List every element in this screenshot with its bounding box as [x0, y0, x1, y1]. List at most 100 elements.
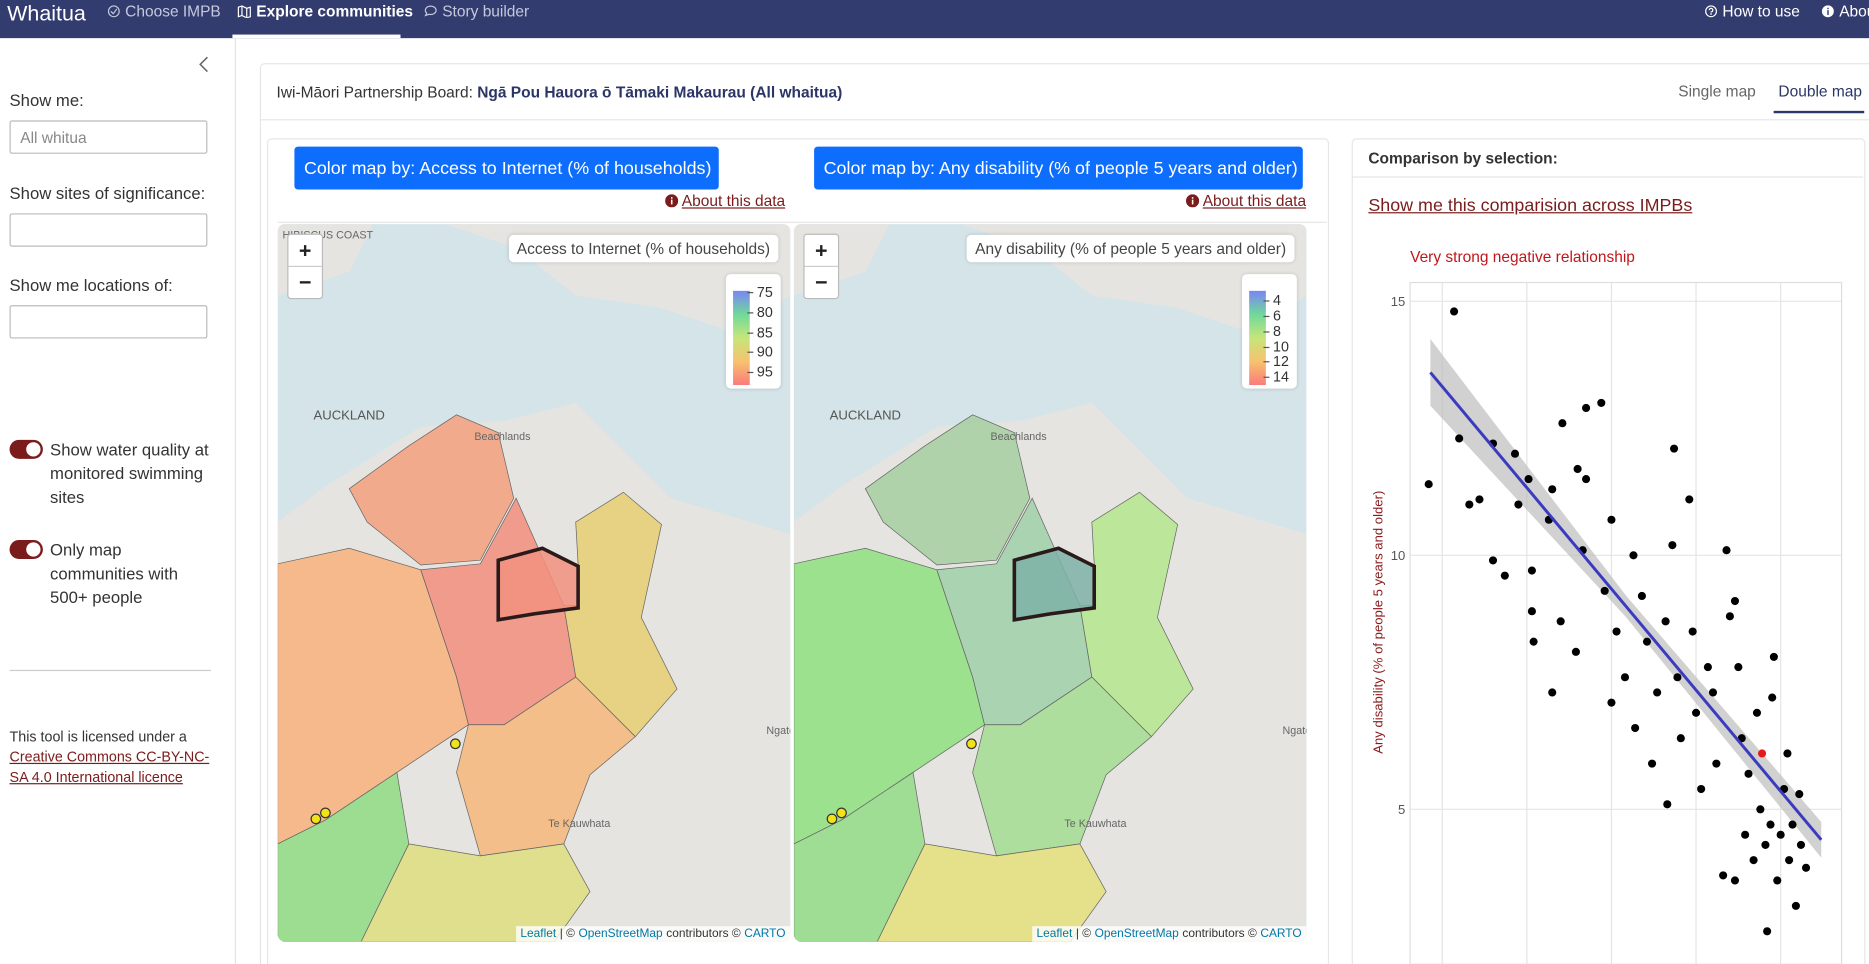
zoom-control: + − — [287, 233, 324, 300]
nav-link[interactable]: How to use — [1705, 2, 1800, 20]
data-point — [1670, 444, 1679, 453]
data-point — [1673, 673, 1682, 682]
place-label: Ngatea — [766, 724, 790, 737]
whaitua-select[interactable]: All whitua — [9, 120, 208, 154]
info-dot — [1191, 197, 1194, 199]
legend: 75 80 85 90 95 — [725, 274, 781, 389]
locations-select[interactable] — [9, 305, 208, 339]
legend-tick-label: 6 — [1273, 307, 1281, 325]
data-point — [1573, 464, 1582, 474]
map-variable-label: Access to Internet (% of households) — [508, 234, 779, 263]
divider — [9, 669, 211, 672]
region — [456, 676, 636, 857]
site-marker — [320, 807, 331, 819]
zoom-button[interactable]: − — [288, 265, 322, 298]
license-link[interactable]: Creative Commons CC-BY-NC-SA 4.0 Interna… — [9, 748, 210, 786]
data-point — [1548, 688, 1557, 697]
color-by-button[interactable]: Color map by: Any disability (% of peopl… — [814, 146, 1303, 190]
label: Show sites of significance: — [9, 183, 206, 203]
region — [360, 843, 591, 942]
y-axis-label: Any disability (% of people 5 years and … — [1371, 491, 1386, 754]
confidence-band — [1430, 339, 1822, 858]
toggle[interactable] — [9, 439, 43, 459]
legend-tick-mark — [1263, 331, 1270, 333]
data-point — [1795, 790, 1804, 799]
attribution-part[interactable]: Leaflet — [1036, 927, 1073, 941]
icon — [424, 5, 437, 17]
data-point — [1637, 591, 1646, 601]
place-label: Beachlands — [474, 430, 531, 443]
data-point — [1597, 398, 1606, 407]
icon — [1705, 5, 1718, 18]
brand[interactable]: Whaitua — [7, 1, 86, 26]
legend-tick-label: 14 — [1273, 368, 1289, 385]
data-point — [1548, 485, 1557, 494]
color-by-button[interactable]: Color map by: Access to Internet (% of h… — [294, 146, 719, 190]
site-marker — [449, 738, 461, 750]
sites-select[interactable] — [9, 213, 208, 247]
data-point — [1500, 571, 1509, 580]
zoom-button[interactable]: + — [298, 238, 312, 263]
trend-line — [1429, 371, 1823, 841]
legend-tick-label: 85 — [756, 323, 773, 341]
about-link[interactable]: About this data — [665, 192, 785, 210]
info-stem — [1191, 199, 1194, 205]
scatter-chart: 5 10 15 Any disability (% of people 5 years… — [1371, 281, 1843, 964]
region — [876, 843, 1107, 942]
nav-link-active[interactable]: Explore communities — [237, 2, 413, 20]
data-point — [1756, 805, 1765, 814]
legend-tick-mark — [747, 292, 754, 294]
zoom-button[interactable]: − — [804, 265, 838, 298]
attribution-part[interactable]: CARTO — [1260, 927, 1302, 941]
legend-tick-mark — [747, 312, 754, 314]
selected-point — [1757, 749, 1767, 758]
nav-link[interactable]: About — [1821, 2, 1869, 20]
map[interactable]: HIBISCUS COAST AUCKLAND Beachlands Te Kauwh… — [277, 224, 791, 942]
attribution-part[interactable]: OpenStreetMap — [578, 927, 663, 941]
attribution-part: contributors © — [1182, 927, 1257, 941]
place-label: AUCKLAND — [313, 408, 385, 424]
divider — [259, 119, 1869, 121]
comparison-link[interactable]: Show me this comparision across IMPBs — [1368, 195, 1693, 216]
toggle[interactable] — [9, 539, 43, 560]
nav-link-text: Choose IMPB — [125, 2, 221, 21]
data-point — [1450, 307, 1459, 316]
legend-tick-mark — [747, 372, 754, 374]
data-point — [1600, 586, 1609, 595]
map[interactable]: AUCKLAND Beachlands Te Kauwhata Ngatea +− Any… — [793, 224, 1307, 942]
legend-tick-label: 8 — [1273, 322, 1281, 340]
place-label: AUCKLAND — [829, 408, 902, 424]
data-point — [1761, 840, 1770, 849]
data-point — [1620, 673, 1630, 682]
nav-link[interactable]: Choose IMPB — [107, 2, 221, 21]
data-point — [1529, 637, 1538, 646]
data-point — [1527, 607, 1536, 616]
data-point — [1749, 856, 1758, 865]
tab[interactable]: Double map — [1778, 82, 1862, 101]
y-tick-label: 10 — [1391, 548, 1406, 563]
data-point — [1571, 647, 1580, 656]
board-heading: Iwi-Māori Partnership Board: Ngā Pou Hau… — [277, 83, 843, 101]
tab[interactable]: Single map — [1678, 82, 1756, 101]
data-point — [1752, 708, 1762, 717]
collapse-button[interactable] — [197, 56, 211, 73]
legend-gradient — [733, 290, 750, 386]
attribution: Leaflet | © OpenStreetMap contributors © CAR… — [515, 926, 791, 942]
attribution-part[interactable]: Leaflet — [520, 927, 557, 941]
attribution-part[interactable]: CARTO — [744, 927, 786, 941]
active-underline — [232, 34, 401, 39]
about-link[interactable]: About this data — [1186, 192, 1306, 210]
site-marker — [310, 813, 322, 825]
legend-tick-mark — [747, 352, 754, 354]
legend-tick-label: 12 — [1273, 353, 1289, 370]
nav-link[interactable]: Story builder — [423, 2, 529, 20]
data-point — [1785, 856, 1794, 865]
data-point — [1465, 500, 1474, 509]
icon — [107, 5, 120, 18]
info-icon — [665, 194, 679, 208]
attribution-part[interactable]: OpenStreetMap — [1094, 927, 1179, 941]
data-point — [1703, 663, 1712, 672]
data-point — [1582, 475, 1591, 484]
data-point — [1510, 449, 1520, 458]
zoom-button[interactable]: + — [814, 238, 828, 263]
